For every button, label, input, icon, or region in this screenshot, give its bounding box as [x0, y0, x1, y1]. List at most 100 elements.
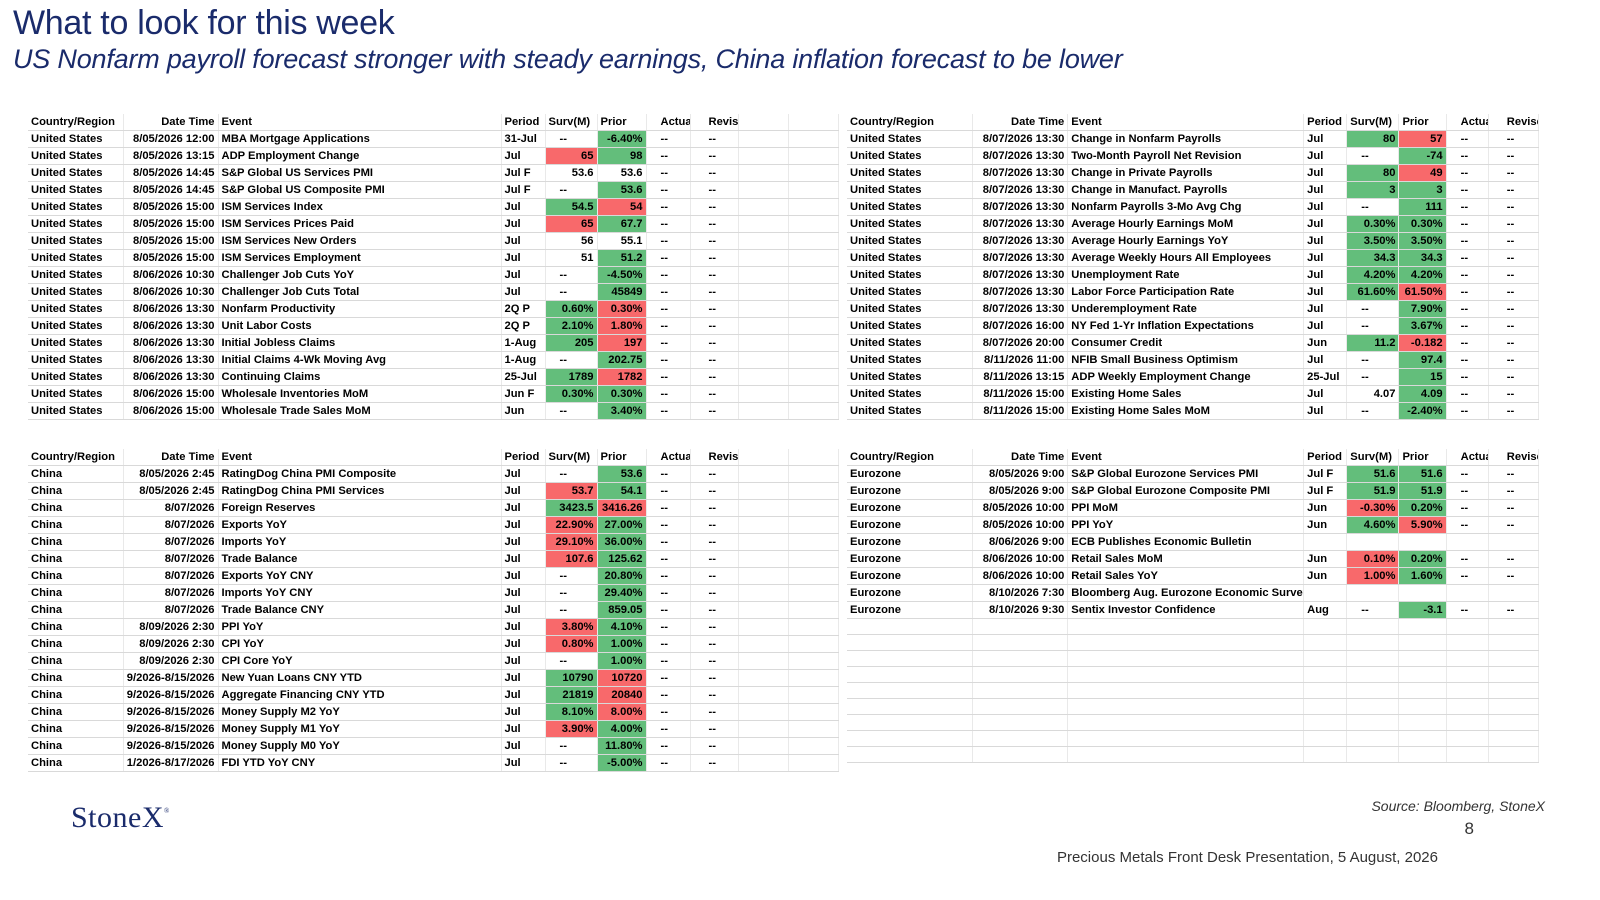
cell-survey: 80: [1346, 130, 1400, 148]
table-row: Eurozone 8/10/2026 9:30 Sentix Investor Co…: [847, 601, 1540, 619]
cell-event: Wholesale Inventories MoM: [218, 385, 502, 403]
header-revised: Revised: [1488, 114, 1540, 131]
cell-actual: --: [646, 720, 691, 738]
table-row: China 9/2026-8/15/2026 Money Supply M2 YoY…: [28, 703, 839, 721]
table-row: China 9/2026-8/15/2026 Money Supply M1 YoY…: [28, 720, 839, 738]
cell-datetime: 8/07/2026 20:00: [972, 334, 1069, 352]
cell-revised: --: [1488, 499, 1540, 517]
spacer-cell: [788, 482, 839, 500]
cell-survey: --: [545, 266, 598, 284]
cell-datetime: 8/06/2026 13:30: [123, 317, 219, 335]
spacer-cell: [788, 567, 839, 585]
cell-actual: --: [1446, 266, 1489, 284]
header-datetime: Date Time: [123, 449, 219, 466]
cell-survey: --: [1346, 601, 1400, 619]
cell-prior: 1.80%: [597, 317, 647, 335]
cell-revised: --: [690, 317, 739, 335]
cell-actual: --: [1446, 283, 1489, 301]
cell-event: ISM Services Prices Paid: [218, 215, 502, 233]
spacer-cell: [788, 737, 839, 755]
spacer-cell: [738, 703, 789, 721]
cell-country: United States: [847, 283, 973, 301]
cell-revised: --: [1488, 300, 1540, 318]
cell-revised: --: [690, 368, 739, 386]
cell-period: Jun: [1303, 567, 1348, 585]
cell-survey: --: [1346, 147, 1400, 165]
spacer-cell: [738, 402, 789, 420]
cell-actual: --: [646, 584, 691, 602]
cell-country: United States: [28, 198, 124, 216]
cell-event: Continuing Claims: [218, 368, 502, 386]
cell-survey: --: [1346, 198, 1400, 216]
cell-revised: --: [1488, 130, 1540, 148]
cell-actual: --: [646, 737, 691, 755]
cell-actual: [1446, 746, 1489, 763]
table-row: United States 8/07/2026 13:30 Change in No…: [847, 130, 1540, 148]
cell-period: Jul: [1303, 300, 1348, 318]
spacer-cell: [788, 703, 839, 721]
cell-period: Aug: [1303, 601, 1348, 619]
cell-event: Aggregate Financing CNY YTD: [218, 686, 502, 704]
cell-country: United States: [28, 368, 124, 386]
spacer-cell: [738, 181, 789, 199]
cell-survey: [1346, 682, 1400, 699]
table-row: United States 8/11/2026 11:00 NFIB Small B…: [847, 351, 1540, 369]
cell-period: Jul: [1303, 266, 1348, 284]
table-row: United States 8/07/2026 13:30 Average Hour…: [847, 232, 1540, 250]
cell-revised: [1488, 714, 1540, 731]
spacer-cell: [738, 465, 789, 483]
table-row: Eurozone 8/06/2026 10:00 Retail Sales MoM J…: [847, 550, 1540, 568]
header-country: Country/Region: [28, 114, 124, 131]
cell-revised: --: [1488, 249, 1540, 267]
cell-country: United States: [28, 215, 124, 233]
cell-actual: --: [1446, 482, 1489, 500]
stonex-logo: StoneX®: [71, 801, 170, 835]
table-row: [847, 698, 1540, 715]
header-survey: Surv(M): [1346, 449, 1400, 466]
cell-country: United States: [847, 232, 973, 250]
spacer-cell: [788, 266, 839, 284]
cell-datetime: 8/06/2026 13:30: [123, 334, 219, 352]
cell-datetime: [972, 698, 1069, 715]
table-row: United States 8/05/2026 15:00 ISM Services…: [28, 198, 839, 216]
cell-revised: --: [690, 130, 739, 148]
cell-actual: --: [646, 334, 691, 352]
cell-datetime: 8/06/2026 10:00: [972, 567, 1069, 585]
table-row: United States 8/05/2026 15:00 ISM Services…: [28, 249, 839, 267]
cell-period: Jul: [1303, 130, 1348, 148]
cell-revised: --: [1488, 215, 1540, 233]
cell-period: Jul: [501, 516, 546, 534]
cell-survey: 0.30%: [1346, 215, 1400, 233]
cell-period: Jun: [1303, 516, 1348, 534]
cell-event: Wholesale Trade Sales MoM: [218, 402, 502, 420]
table-header-row: Country/Region Date Time Event Period Surv(M…: [28, 114, 839, 131]
header-country: Country/Region: [28, 449, 124, 466]
cell-country: Eurozone: [847, 482, 973, 500]
cell-prior: -74: [1398, 147, 1447, 165]
cell-event: S&P Global US Composite PMI: [218, 181, 502, 199]
cell-country: China: [28, 533, 124, 551]
cell-country: China: [28, 635, 124, 653]
cell-actual: --: [1446, 181, 1489, 199]
cell-actual: --: [1446, 516, 1489, 534]
cell-prior: 36.00%: [597, 533, 647, 551]
cell-actual: --: [646, 669, 691, 687]
cell-datetime: 8/07/2026 13:30: [972, 181, 1069, 199]
cell-datetime: 8/07/2026: [123, 601, 219, 619]
cell-country: [847, 698, 973, 715]
cell-datetime: 8/07/2026: [123, 499, 219, 517]
cell-survey: 3.50%: [1346, 232, 1400, 250]
spacer-cell: [788, 652, 839, 670]
table-row: United States 8/07/2026 13:30 Two-Month Pa…: [847, 147, 1540, 165]
cell-actual: --: [1446, 249, 1489, 267]
cell-country: United States: [28, 334, 124, 352]
cell-event: Consumer Credit: [1067, 334, 1305, 352]
table-row: United States 8/11/2026 13:15 ADP Weekly E…: [847, 368, 1540, 386]
cell-country: United States: [28, 385, 124, 403]
cell-survey: 22.90%: [545, 516, 598, 534]
spacer-cell: [738, 215, 789, 233]
spacer-cell: [788, 499, 839, 517]
cell-prior: 0.30%: [1398, 215, 1447, 233]
table-row: United States 8/07/2026 13:30 Nonfarm Payr…: [847, 198, 1540, 216]
table-row: United States 8/05/2026 13:15 ADP Employme…: [28, 147, 839, 165]
